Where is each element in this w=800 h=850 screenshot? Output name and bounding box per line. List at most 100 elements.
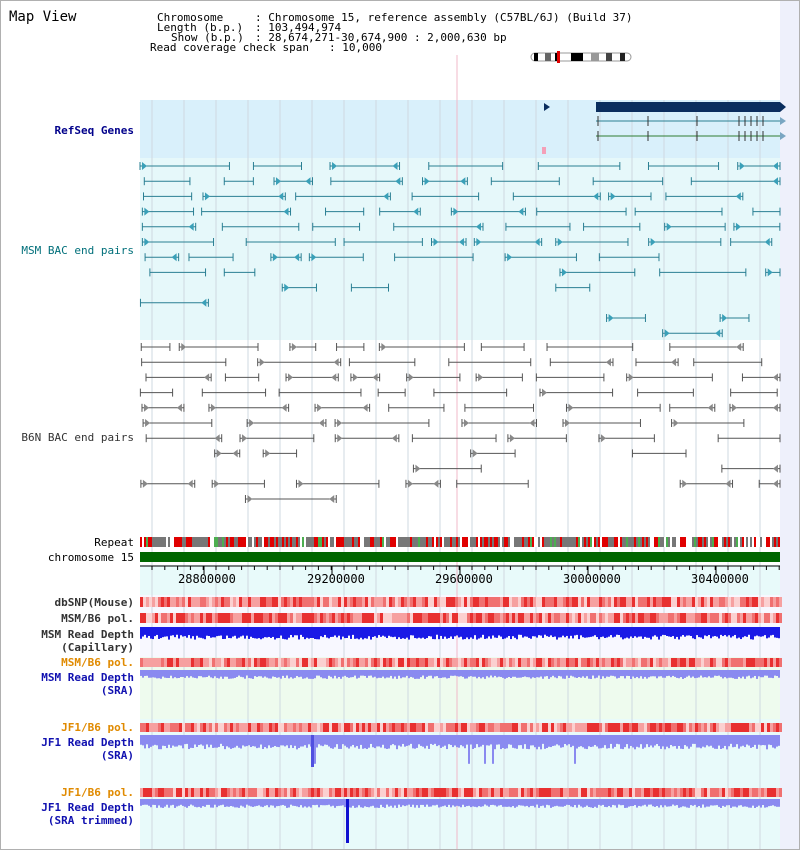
depth-bar [502,670,504,678]
track-label-msm-depth-capillary[interactable]: MSM Read Depth [41,628,134,641]
depth-bar [414,735,416,749]
heat-cell [449,658,452,667]
depth-bar [560,799,562,807]
track-label-jf1-depth-trimmed[interactable]: JF1 Read Depth [41,801,134,814]
depth-bar [558,735,560,746]
heat-cell [419,597,422,607]
heat-cell [320,788,323,797]
heat-cell [695,597,698,607]
depth-bar [184,627,186,637]
depth-bar [312,627,314,638]
heat-cell [443,788,446,797]
heat-cell [620,597,623,607]
heat-cell [548,788,551,797]
heat-cell [479,658,482,667]
heat-cell [596,597,599,607]
depth-bar [254,670,256,677]
heat-cell [512,723,515,732]
depth-bar [418,735,420,745]
heat-cell [779,597,782,607]
heat-cell [497,788,500,797]
heat-cell [176,723,179,732]
heat-cell [191,613,194,623]
track-label-msm-bac[interactable]: MSM BAC end pairs [21,244,134,257]
heat-cell [572,788,575,797]
depth-bar [406,627,408,638]
track-label-jf1-b6-pol-2[interactable]: JF1/B6 pol. [61,786,134,799]
depth-bar [464,670,466,679]
track-label-msm-b6-pol-sra[interactable]: MSM/B6 pol. [61,656,134,669]
track-label-msm-depth-sra[interactable]: MSM Read Depth [41,671,134,684]
depth-bar [390,799,392,806]
heat-cell [500,788,503,797]
depth-bar [222,799,224,805]
depth-bar [228,799,230,807]
track-label-chromosome[interactable]: chromosome 15 [47,551,134,564]
depth-bar [188,735,190,750]
heat-cell [707,723,710,732]
heat-cell [179,658,182,667]
depth-bar [372,735,374,748]
heat-cell [425,658,428,667]
depth-bar [612,735,614,749]
track-label-jf1-depth-sra[interactable]: JF1 Read Depth [41,736,134,749]
heat-cell [227,597,230,607]
heat-cell [401,723,404,732]
depth-bar [412,627,414,636]
repeat-segment [252,537,254,547]
map-view-title: Map View [9,9,77,25]
heat-cell [347,788,350,797]
heat-cell [431,658,434,667]
repeat-segment [578,537,580,547]
track-label-jf1-b6-pol[interactable]: JF1/B6 pol. [61,721,134,734]
heat-cell [764,597,767,607]
heat-cell [527,613,530,623]
depth-bar [400,627,402,639]
heat-cell [605,597,608,607]
heat-cell [710,723,713,732]
heat-cell [563,658,566,667]
repeat-segment [664,537,666,547]
heat-cell [761,658,764,667]
heat-cell [701,597,704,607]
depth-bar [664,799,666,806]
heat-cell [497,723,500,732]
track-label-b6n-bac[interactable]: B6N BAC end pairs [21,431,134,444]
depth-bar [436,735,438,747]
repeat-segment [584,537,586,547]
depth-bar [324,735,326,745]
repeat-segment [440,537,442,547]
heat-cell [422,788,425,797]
track-label-refseq[interactable]: RefSeq Genes [54,124,134,137]
depth-bar [234,627,236,636]
heat-cell [362,613,365,623]
heat-cell [653,597,656,607]
depth-bar [648,670,650,678]
depth-bar [150,670,152,678]
depth-bar [624,735,626,748]
track-label-repeat[interactable]: Repeat [94,536,134,549]
depth-bar [298,627,300,640]
heat-cell [488,788,491,797]
depth-bar [496,799,498,807]
repeat-segment [442,537,444,547]
repeat-segment [658,537,660,547]
depth-bar [682,799,684,807]
track-label-dbsnp[interactable]: dbSNP(Mouse) [54,596,134,609]
depth-bar [476,670,478,679]
depth-bar [292,799,294,806]
depth-bar [638,627,640,637]
heat-cell [389,723,392,732]
depth-bar [584,735,586,749]
depth-bar [150,627,152,639]
heat-cell [329,613,332,623]
heat-cell [722,723,725,732]
depth-bar [734,670,736,679]
heat-cell [335,613,338,623]
heat-cell [284,723,287,732]
heat-cell [434,613,437,623]
repeat-segment [468,537,470,547]
track-label-msm-b6-pol[interactable]: MSM/B6 pol. [61,612,134,625]
